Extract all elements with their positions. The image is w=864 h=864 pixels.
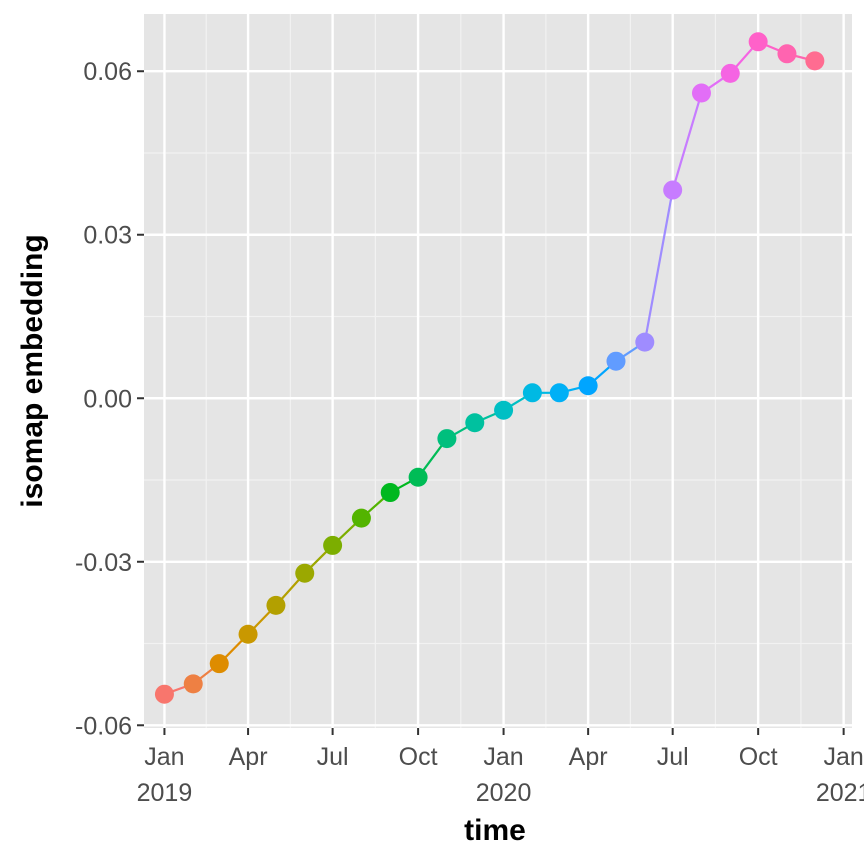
data-point <box>323 535 343 555</box>
data-point <box>748 32 768 52</box>
data-point <box>465 413 485 433</box>
data-point <box>549 383 569 403</box>
data-point <box>777 44 797 64</box>
x-tick-label: Jul <box>657 743 689 771</box>
plot-panel <box>144 14 852 728</box>
x-axis-title: time <box>464 814 526 847</box>
data-point <box>635 332 655 352</box>
data-point <box>295 563 315 583</box>
y-tick-label: -0.06 <box>75 712 132 740</box>
x-tick-label-year: 2020 <box>476 779 532 807</box>
y-tick-label: -0.03 <box>75 549 132 577</box>
minor-gridlines <box>144 14 852 728</box>
data-point <box>494 400 514 420</box>
x-axis-ticks: Jan 2019 Apr Jul Oct Jan 2020 Apr Jul Oct Jan 2021 <box>137 728 864 807</box>
x-tick-label: Apr <box>229 743 268 771</box>
major-gridlines <box>144 14 852 728</box>
data-point <box>408 467 428 487</box>
y-axis-ticks: -0.06 -0.03 0.00 0.03 0.06 <box>75 58 144 740</box>
series-points <box>154 32 825 704</box>
data-point <box>183 674 203 694</box>
data-point <box>209 654 229 674</box>
data-point <box>606 351 626 371</box>
x-tick-label: Jan <box>483 743 523 771</box>
data-point <box>266 595 286 615</box>
y-tick-label: 0.03 <box>83 222 132 250</box>
x-tick-label: Jan <box>144 743 184 771</box>
data-point <box>691 83 711 103</box>
x-tick-label: Jan <box>823 743 863 771</box>
data-point <box>805 51 825 71</box>
data-point <box>720 63 740 83</box>
y-tick-label: 0.06 <box>83 58 132 86</box>
x-tick-label-year: 2019 <box>137 779 193 807</box>
series-segment <box>671 91 703 192</box>
data-point <box>437 429 457 449</box>
data-point <box>238 624 258 644</box>
y-axis-title: isomap embedding <box>16 234 49 507</box>
series-segment <box>643 188 674 344</box>
x-tick-label: Jul <box>317 743 349 771</box>
x-tick-label-year: 2021 <box>816 779 864 807</box>
x-tick-label: Oct <box>739 743 778 771</box>
data-point <box>351 508 371 528</box>
x-tick-label: Oct <box>399 743 438 771</box>
x-tick-label: Apr <box>569 743 608 771</box>
data-point <box>663 180 683 200</box>
data-point <box>154 684 174 704</box>
data-point <box>522 383 542 403</box>
data-point <box>578 376 598 396</box>
data-point <box>380 483 400 503</box>
y-tick-label: 0.00 <box>83 385 132 413</box>
